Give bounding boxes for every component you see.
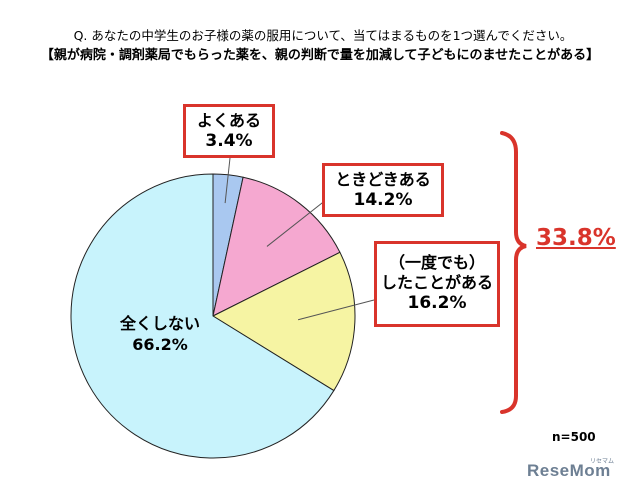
slice-label-often: よくある — [196, 111, 261, 130]
pie-slice-never — [70, 173, 335, 459]
callout-sometimes: ときどきある 14.2% — [322, 163, 444, 217]
slice-label-sometimes: ときどきある — [335, 170, 431, 189]
slice-value-never: 66.2% — [132, 335, 188, 354]
slice-label-once-line2: したことがある — [380, 273, 493, 292]
question-text: Q. あなたの中学生のお子様の薬の服用について、当てはまるものを1つ選んでくださ… — [73, 28, 573, 43]
pie-slice-once — [211, 251, 356, 392]
pie-slice-sometimes — [212, 176, 341, 317]
chart-subtitle: 【親が病院・調剤薬局でもらった薬を、親の判断で量を加減して子どもにのませたことが… — [40, 48, 600, 63]
total-bracket — [500, 131, 527, 414]
bracket-total-label: 33.8% — [536, 225, 616, 251]
label-never: 全くしない 66.2% — [108, 313, 212, 355]
slice-value-sometimes: 14.2% — [353, 190, 413, 210]
callout-often: よくある 3.4% — [183, 104, 275, 158]
brand-logo-kana: リセマム — [590, 459, 615, 465]
slice-label-never: 全くしない — [119, 314, 200, 333]
brand-logo: ReseMom — [527, 461, 611, 480]
callout-once: （一度でも） したことがある 16.2% — [374, 241, 500, 327]
leader-line-once — [297, 299, 375, 321]
sample-size-label: n=500 — [552, 430, 596, 444]
slice-label-once-line1: （一度でも） — [388, 253, 485, 272]
slice-value-once: 16.2% — [407, 293, 467, 313]
slice-value-often: 3.4% — [205, 131, 253, 151]
leader-line-often — [224, 157, 231, 204]
